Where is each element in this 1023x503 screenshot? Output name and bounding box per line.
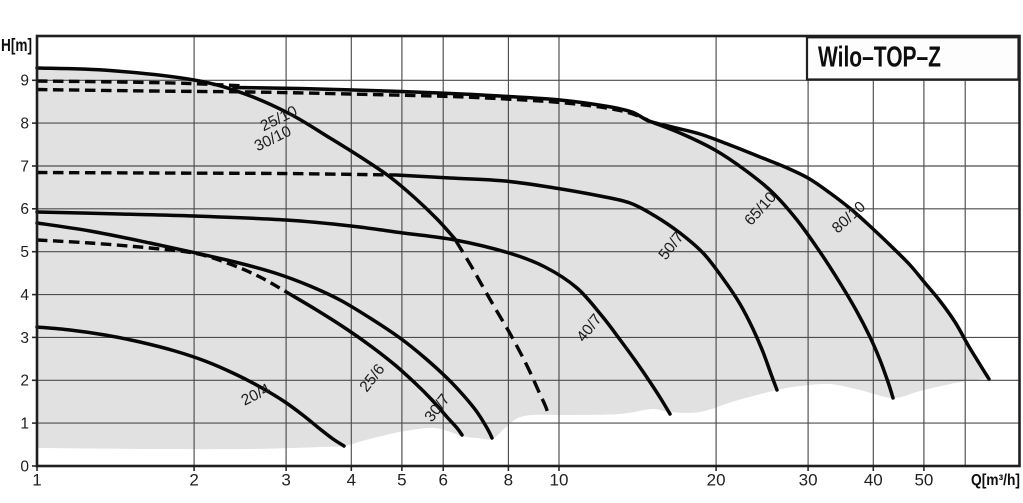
svg-text:6: 6 xyxy=(438,471,447,490)
svg-text:1: 1 xyxy=(32,471,41,490)
svg-text:8: 8 xyxy=(504,471,513,490)
svg-text:9: 9 xyxy=(20,73,29,90)
svg-text:3: 3 xyxy=(281,471,290,490)
svg-text:30: 30 xyxy=(799,471,818,490)
svg-text:8: 8 xyxy=(20,116,29,133)
svg-text:5: 5 xyxy=(397,471,406,490)
svg-text:40: 40 xyxy=(864,471,883,490)
svg-text:1: 1 xyxy=(20,416,29,433)
svg-text:6: 6 xyxy=(20,201,29,218)
svg-text:H[m]: H[m] xyxy=(1,35,32,55)
svg-text:Wilo–TOP–Z: Wilo–TOP–Z xyxy=(818,42,941,74)
svg-text:5: 5 xyxy=(20,244,29,261)
svg-text:2: 2 xyxy=(20,373,29,390)
svg-text:4: 4 xyxy=(347,471,356,490)
svg-text:10: 10 xyxy=(550,471,569,490)
svg-text:7: 7 xyxy=(20,158,29,175)
svg-text:2: 2 xyxy=(189,471,198,490)
svg-text:4: 4 xyxy=(20,287,29,304)
svg-text:20: 20 xyxy=(707,471,726,490)
svg-text:0: 0 xyxy=(20,458,29,475)
svg-text:50: 50 xyxy=(914,471,933,490)
svg-text:Q[m³/h]: Q[m³/h] xyxy=(971,472,1020,489)
svg-text:3: 3 xyxy=(20,330,29,347)
